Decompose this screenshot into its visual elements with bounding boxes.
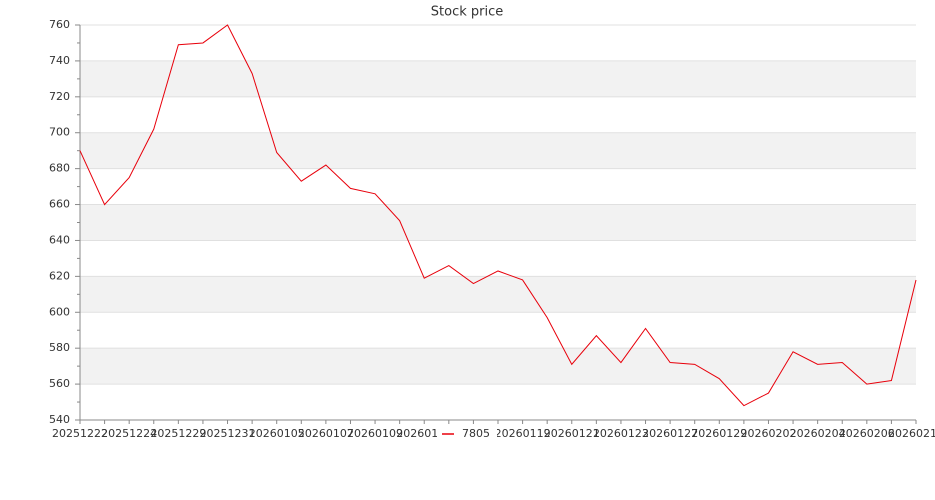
grid-band bbox=[80, 132, 916, 169]
x-tick-label: 20260129 bbox=[691, 427, 747, 440]
y-tick-label: 640 bbox=[49, 233, 70, 246]
y-tick-label: 720 bbox=[49, 90, 70, 103]
y-tick-label: 680 bbox=[49, 162, 70, 175]
y-tick-label: 620 bbox=[49, 269, 70, 282]
x-tick-label: 20260105 bbox=[249, 427, 305, 440]
x-tick-label: 20260119 bbox=[495, 427, 551, 440]
x-tick-label: 20260123 bbox=[593, 427, 649, 440]
x-tick-label: 20251229 bbox=[150, 427, 206, 440]
legend-label: 7805 bbox=[462, 427, 490, 440]
legend-box bbox=[437, 426, 497, 442]
x-tick-label: 20260202 bbox=[740, 427, 796, 440]
y-tick-label: 740 bbox=[49, 54, 70, 67]
x-tick-label: 20251222 bbox=[52, 427, 108, 440]
y-tick-label: 700 bbox=[49, 126, 70, 139]
x-tick-label: 20260107 bbox=[298, 427, 354, 440]
x-tick-label: 20260204 bbox=[790, 427, 846, 440]
y-tick-label: 600 bbox=[49, 305, 70, 318]
grid-band bbox=[80, 348, 916, 385]
x-tick-label: 20260210 bbox=[888, 427, 935, 440]
y-tick-label: 540 bbox=[49, 413, 70, 426]
x-tick-label: 20260127 bbox=[642, 427, 698, 440]
y-tick-label: 660 bbox=[49, 198, 70, 211]
line-series bbox=[79, 24, 917, 407]
x-tick-label: 20251224 bbox=[101, 427, 157, 440]
chart-title: Stock price bbox=[431, 5, 503, 20]
x-tick-label: 20251231 bbox=[200, 427, 256, 440]
x-tick-label: 20260109 bbox=[347, 427, 403, 440]
x-tick-label: 20260206 bbox=[839, 427, 895, 440]
grid-band bbox=[80, 204, 916, 241]
y-tick-label: 580 bbox=[49, 341, 70, 354]
grid-band bbox=[80, 60, 916, 97]
grid-band bbox=[80, 276, 916, 313]
y-tick-label: 560 bbox=[49, 377, 70, 390]
y-tick-label: 760 bbox=[49, 18, 70, 31]
x-tick-label: 20260121 bbox=[544, 427, 600, 440]
